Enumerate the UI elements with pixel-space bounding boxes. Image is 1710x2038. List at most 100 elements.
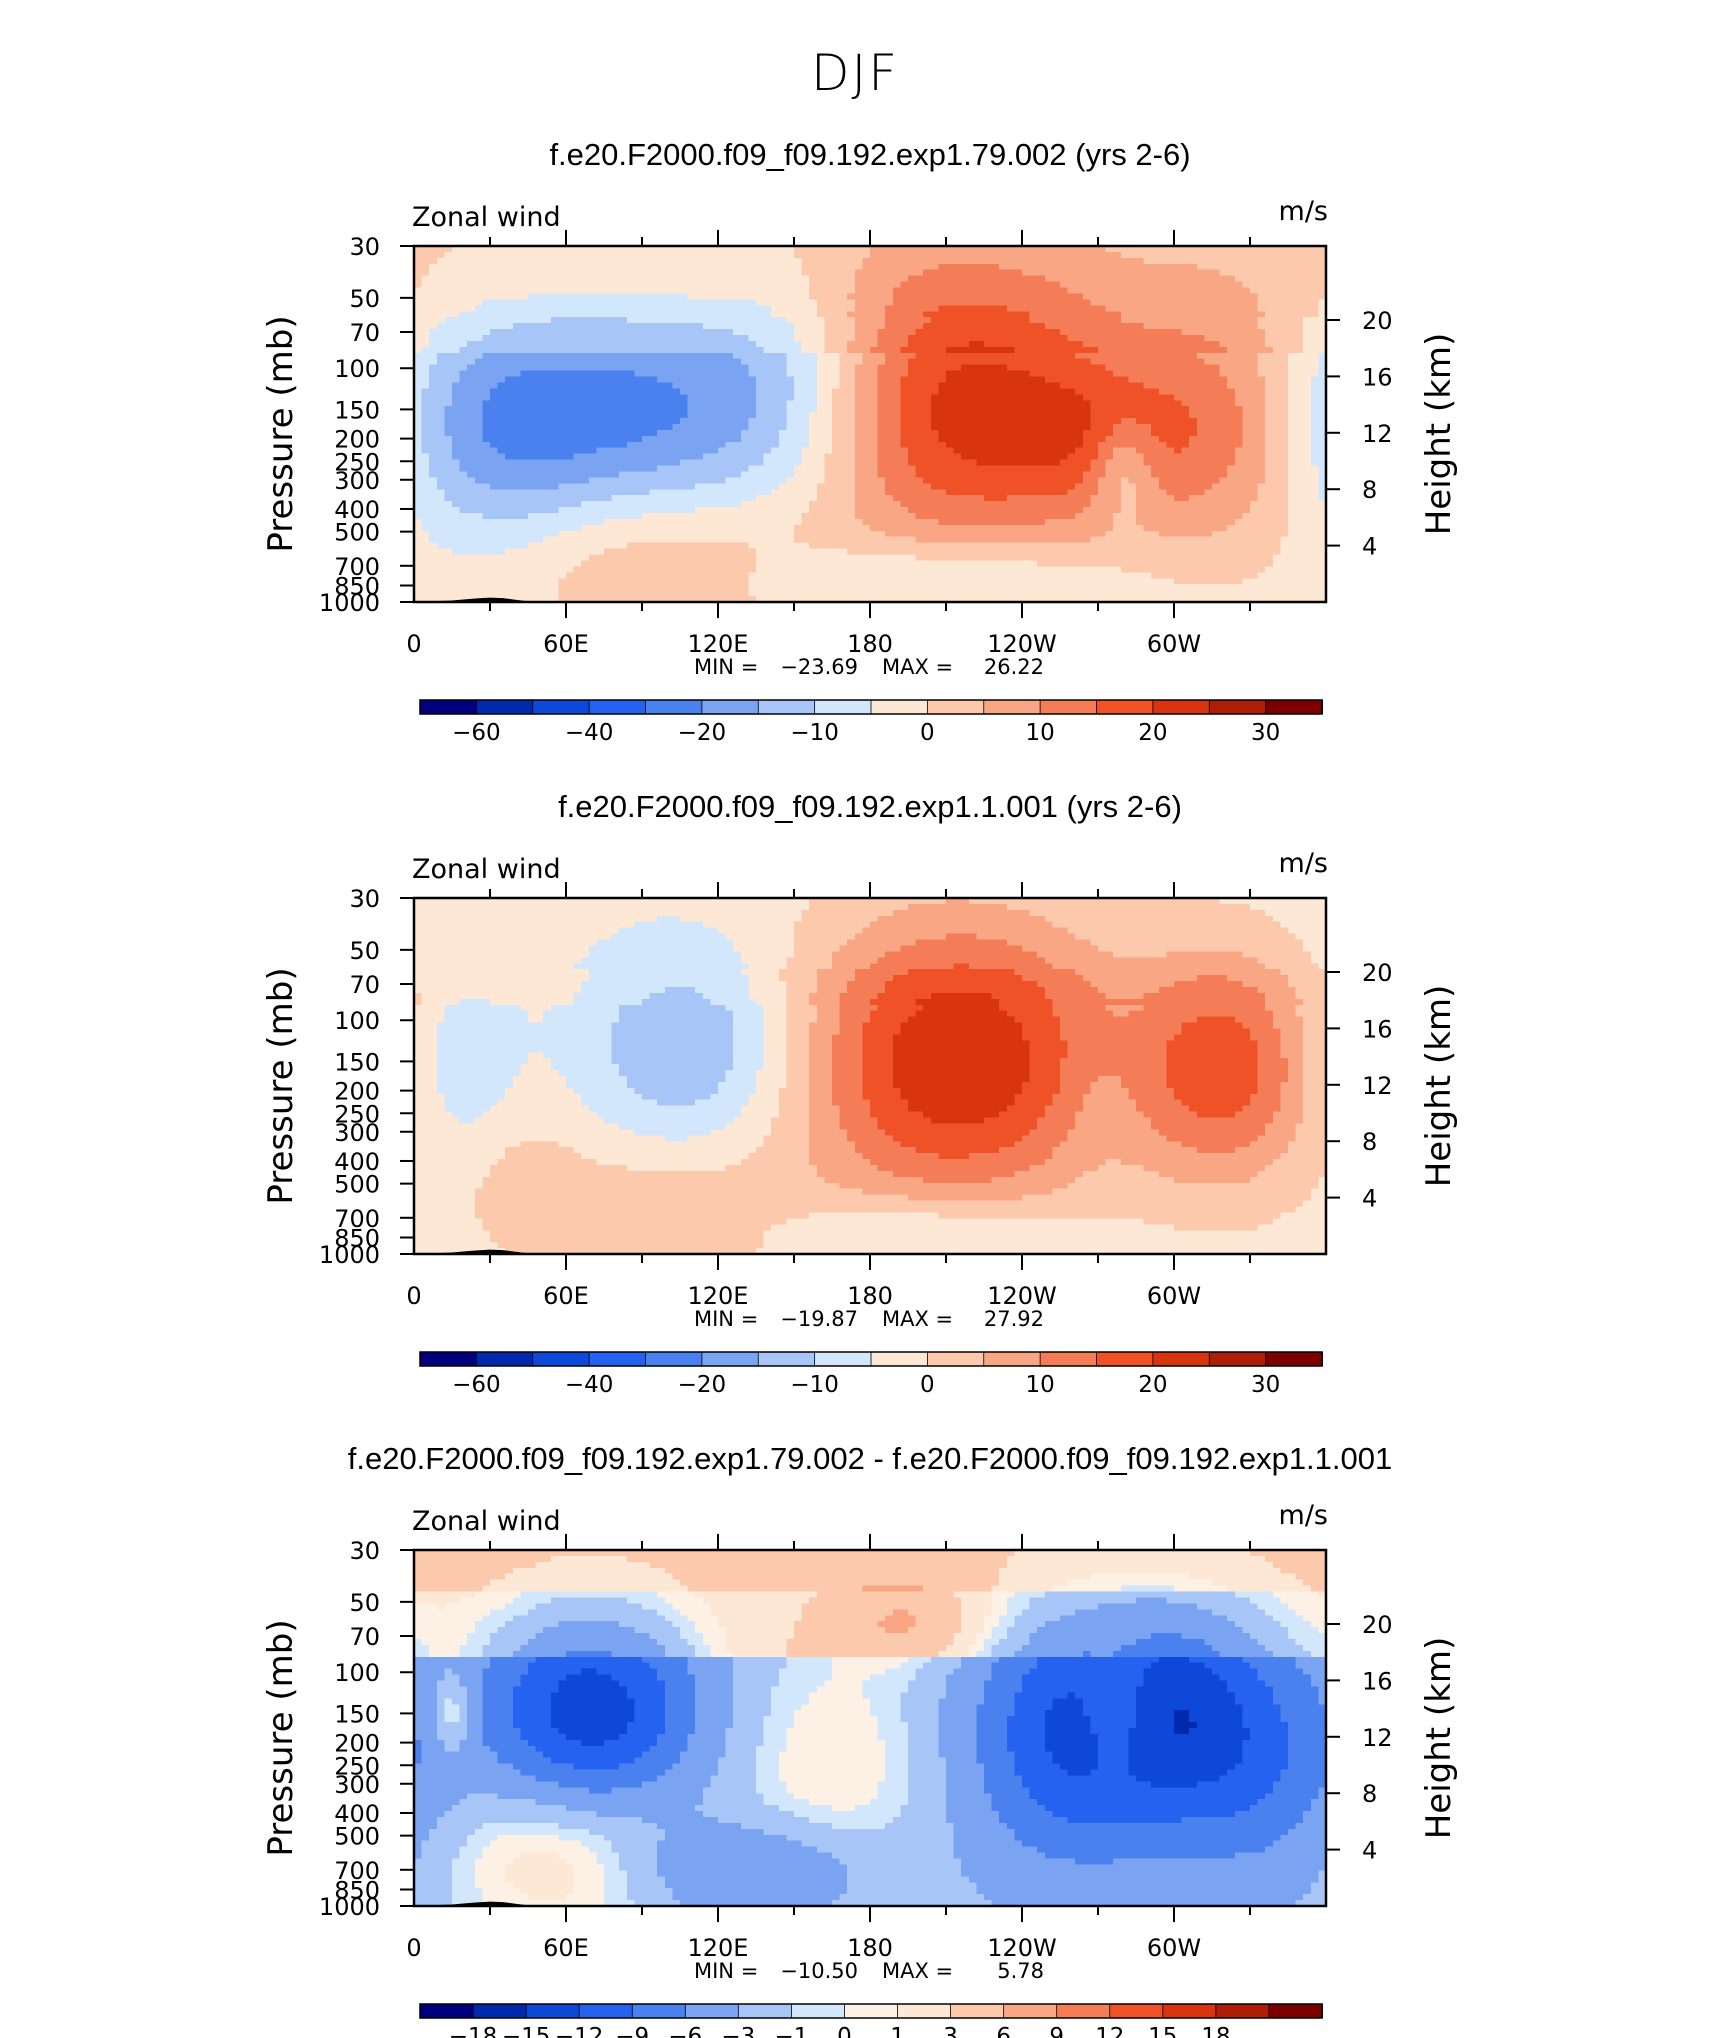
contour-cell — [1196, 352, 1205, 360]
contour-cell — [824, 335, 833, 342]
contour-cell — [1158, 477, 1167, 484]
contour-cell — [923, 382, 932, 389]
contour-cell — [1265, 305, 1274, 312]
contour-cell — [786, 269, 795, 277]
contour-cell — [1151, 275, 1160, 283]
contour-cell — [1151, 441, 1160, 449]
contour-cell — [474, 412, 483, 419]
contour-cell — [672, 251, 681, 259]
contour-cell — [991, 281, 1000, 289]
contour-cell — [581, 406, 590, 413]
contour-cell — [1310, 370, 1319, 378]
contour-cell — [740, 406, 749, 413]
contour-cell — [467, 257, 476, 265]
contour-cell — [1242, 263, 1251, 271]
contour-cell — [1204, 483, 1213, 490]
contour-cell — [512, 352, 521, 360]
contour-cell — [657, 471, 666, 478]
contour-cell — [1090, 400, 1099, 407]
contour-cell — [999, 370, 1008, 378]
contour-cell — [976, 364, 985, 372]
contour-cell — [649, 418, 658, 425]
contour-cell — [961, 352, 970, 360]
contour-cell — [710, 394, 719, 401]
contour-cell — [824, 370, 833, 378]
contour-cell — [778, 424, 787, 431]
contour-cell — [1158, 346, 1167, 354]
contour-cell — [1189, 340, 1198, 348]
contour-cell — [436, 311, 445, 318]
contour-cell — [1212, 251, 1221, 259]
contour-cell — [801, 275, 810, 283]
contour-cell — [1318, 406, 1327, 413]
contour-cell — [1006, 358, 1015, 366]
contour-cell — [778, 406, 787, 413]
contour-cell — [892, 483, 901, 490]
contour-cell — [436, 329, 445, 336]
contour-cell — [626, 364, 635, 372]
contour-cell — [1318, 429, 1327, 437]
contour-cell — [786, 471, 795, 478]
contour-cell — [474, 251, 483, 259]
contour-cell — [930, 251, 939, 259]
contour-cell — [550, 340, 559, 348]
contour-cell — [999, 429, 1008, 437]
contour-cell — [687, 376, 696, 384]
contour-cell — [1075, 275, 1084, 283]
contour-cell — [991, 388, 1000, 395]
contour-cell — [1136, 317, 1145, 324]
contour-cell — [1196, 370, 1205, 378]
contour-cell — [664, 346, 673, 354]
contour-cell — [695, 370, 704, 378]
contour-cell — [535, 424, 544, 431]
contour-cell — [763, 441, 772, 449]
contour-cell — [733, 412, 742, 419]
contour-cell — [702, 388, 711, 395]
contour-cell — [1265, 441, 1274, 449]
contour-cell — [816, 412, 825, 419]
contour-cell — [930, 269, 939, 277]
contour-cell — [809, 471, 818, 478]
contour-cell — [710, 483, 719, 490]
contour-cell — [968, 370, 977, 378]
contour-cell — [1227, 465, 1236, 473]
contour-cell — [718, 388, 727, 395]
contour-cell — [991, 382, 1000, 389]
contour-cell — [809, 394, 818, 401]
contour-cell — [832, 335, 841, 342]
contour-cell — [968, 346, 977, 354]
contour-cell — [664, 418, 673, 425]
contour-cell — [444, 418, 453, 425]
contour-cell — [953, 323, 962, 330]
contour-cell — [786, 429, 795, 437]
contour-cell — [832, 364, 841, 372]
contour-cell — [1257, 323, 1266, 330]
contour-cell — [626, 435, 635, 443]
contour-cell — [1181, 412, 1190, 419]
contour-cell — [816, 477, 825, 484]
contour-cell — [824, 412, 833, 419]
contour-cell — [588, 412, 597, 419]
contour-cell — [968, 358, 977, 366]
contour-cell — [862, 483, 871, 490]
contour-cell — [429, 424, 438, 431]
contour-cell — [832, 311, 841, 318]
contour-cell — [1067, 358, 1076, 366]
contour-cell — [1250, 269, 1259, 277]
contour-cell — [1075, 299, 1084, 306]
contour-cell — [512, 406, 521, 413]
contour-cell — [1189, 299, 1198, 306]
contour-cell — [885, 275, 894, 283]
contour-cell — [687, 435, 696, 443]
contour-cell — [725, 293, 734, 300]
contour-cell — [824, 400, 833, 407]
contour-cell — [604, 394, 613, 401]
contour-cell — [436, 299, 445, 306]
contour-cell — [862, 340, 871, 348]
contour-cell — [528, 388, 537, 395]
contour-cell — [535, 317, 544, 324]
contour-cell — [588, 287, 597, 295]
contour-cell — [847, 483, 856, 490]
contour-cell — [1280, 352, 1289, 360]
contour-cell — [1250, 293, 1259, 300]
